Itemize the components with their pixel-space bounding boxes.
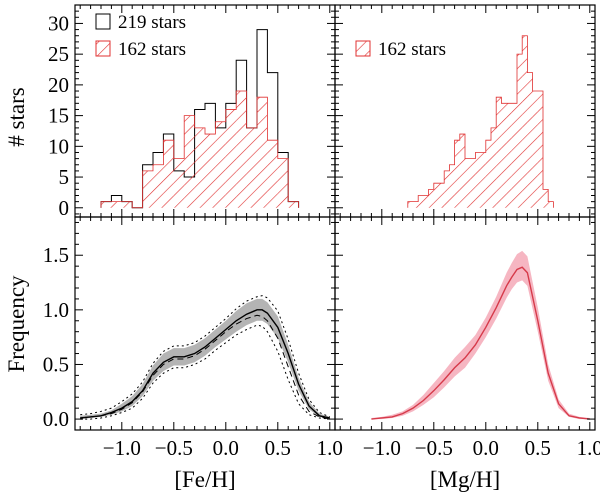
hist-bar [407, 201, 413, 208]
legend-swatch-open [95, 13, 111, 30]
y-tick-label: 15 [48, 104, 69, 128]
hist-bar [506, 103, 512, 208]
hist-bar [277, 158, 289, 208]
density-line-mean [371, 266, 590, 420]
ylabel-frequency: Frequency [4, 275, 29, 373]
hist-bar [532, 91, 538, 208]
hist-bar [449, 164, 455, 208]
y-tick-label: 1.5 [43, 243, 69, 267]
y-tick-label: 0.5 [43, 352, 69, 376]
legend-mg: 162 stars [355, 39, 446, 60]
hist-bar [543, 189, 549, 208]
hist-bar [459, 134, 465, 208]
axis-ticks [75, 4, 595, 431]
xlabel-mg: [Mg/H] [430, 467, 500, 492]
hist-bar [101, 201, 112, 208]
hist-bar [480, 152, 486, 208]
x-tick-label: −1.0 [363, 436, 401, 460]
hist-bar [225, 109, 237, 208]
y-tick-label: 20 [48, 73, 69, 97]
hist-bar [257, 97, 268, 208]
hist-bar [236, 91, 247, 208]
legend-label-219: 219 stars [118, 12, 186, 33]
density-line-dashed [80, 314, 330, 420]
hist-bar [444, 170, 450, 208]
hist-bar [215, 121, 226, 208]
hist-bar [163, 140, 174, 208]
hist-bar [267, 140, 278, 208]
fe-density-panel [80, 295, 330, 420]
hist-bar [184, 115, 195, 208]
hist-bar [511, 103, 517, 208]
x-tick-label: 0.0 [473, 436, 499, 460]
x-tick-label: 0.5 [265, 436, 291, 460]
hist-bar [485, 140, 491, 208]
x-tick-label: 1.0 [577, 436, 600, 460]
mg-density-panel [371, 250, 590, 420]
hist-bar [522, 35, 528, 208]
hist-outline [100, 90, 299, 209]
density-line-mean [80, 309, 330, 419]
y-tick-label: 0 [59, 196, 70, 220]
frame-bottom-left [74, 216, 336, 431]
hist-bar [423, 195, 429, 208]
x-tick-label: −0.5 [155, 436, 193, 460]
legend-label-162: 162 stars [118, 39, 186, 60]
legend-swatch-hatched-mg [355, 40, 371, 57]
hist-bar [475, 152, 481, 208]
ylabel-stars: # stars [4, 87, 29, 146]
hist-bar [454, 140, 460, 208]
hist-bar [548, 201, 554, 208]
hist-bar [496, 97, 502, 208]
hist-bar [142, 170, 153, 208]
hist-bar [418, 195, 424, 208]
hist-bar [246, 127, 257, 208]
hist-bar [433, 183, 439, 208]
hist-outline [407, 35, 554, 208]
tick-labels: 0 5 10 15 20 25 30 −1.0 −0.5 0.0 0.5 1.0 0.0 0.5 1.0 1.… [43, 11, 600, 460]
y-tick-label: 25 [48, 42, 69, 66]
legend-fe: 219 stars 162 stars [95, 12, 186, 60]
hist-bar [439, 183, 445, 208]
legend-label-162-mg: 162 stars [378, 39, 446, 60]
xlabel-fe: [Fe/H] [174, 467, 235, 492]
density-line-dotted-high [80, 295, 330, 418]
mg-histogram-panel [407, 35, 554, 208]
hist-bar [288, 201, 299, 208]
hist-bar [111, 201, 122, 208]
legend-swatch-hatched [95, 40, 111, 57]
frame-bottom-right [334, 216, 596, 431]
x-tick-label: 0.0 [213, 436, 239, 460]
fe-histogram-panel [100, 29, 300, 209]
hist-bar [527, 72, 533, 208]
hist-bar [465, 158, 471, 208]
hist-bar [205, 134, 216, 208]
hist-bar [173, 158, 185, 208]
hist-series-hatched [100, 90, 299, 209]
hist-bar [537, 91, 543, 208]
hist-bar [153, 164, 164, 208]
hist-bar [517, 54, 523, 208]
confidence-band [80, 298, 330, 420]
y-tick-label: 1.0 [43, 298, 69, 322]
y-tick-label: 5 [59, 165, 70, 189]
x-tick-label: −1.0 [103, 436, 141, 460]
x-tick-label: 1.0 [317, 436, 343, 460]
y-tick-label: 10 [48, 134, 69, 158]
y-tick-label: 30 [48, 11, 69, 35]
x-tick-label: −0.5 [415, 436, 453, 460]
x-tick-label: 0.5 [525, 436, 551, 460]
y-tick-label: 0.0 [43, 407, 69, 431]
hist-bar [121, 201, 133, 208]
hist-bar [194, 127, 205, 208]
hist-bar [491, 127, 497, 208]
hist-series-hatched [407, 35, 554, 208]
hist-bar [470, 158, 476, 208]
hist-bar [428, 189, 434, 208]
hist-bar [501, 103, 507, 208]
hist-bar [413, 201, 419, 208]
